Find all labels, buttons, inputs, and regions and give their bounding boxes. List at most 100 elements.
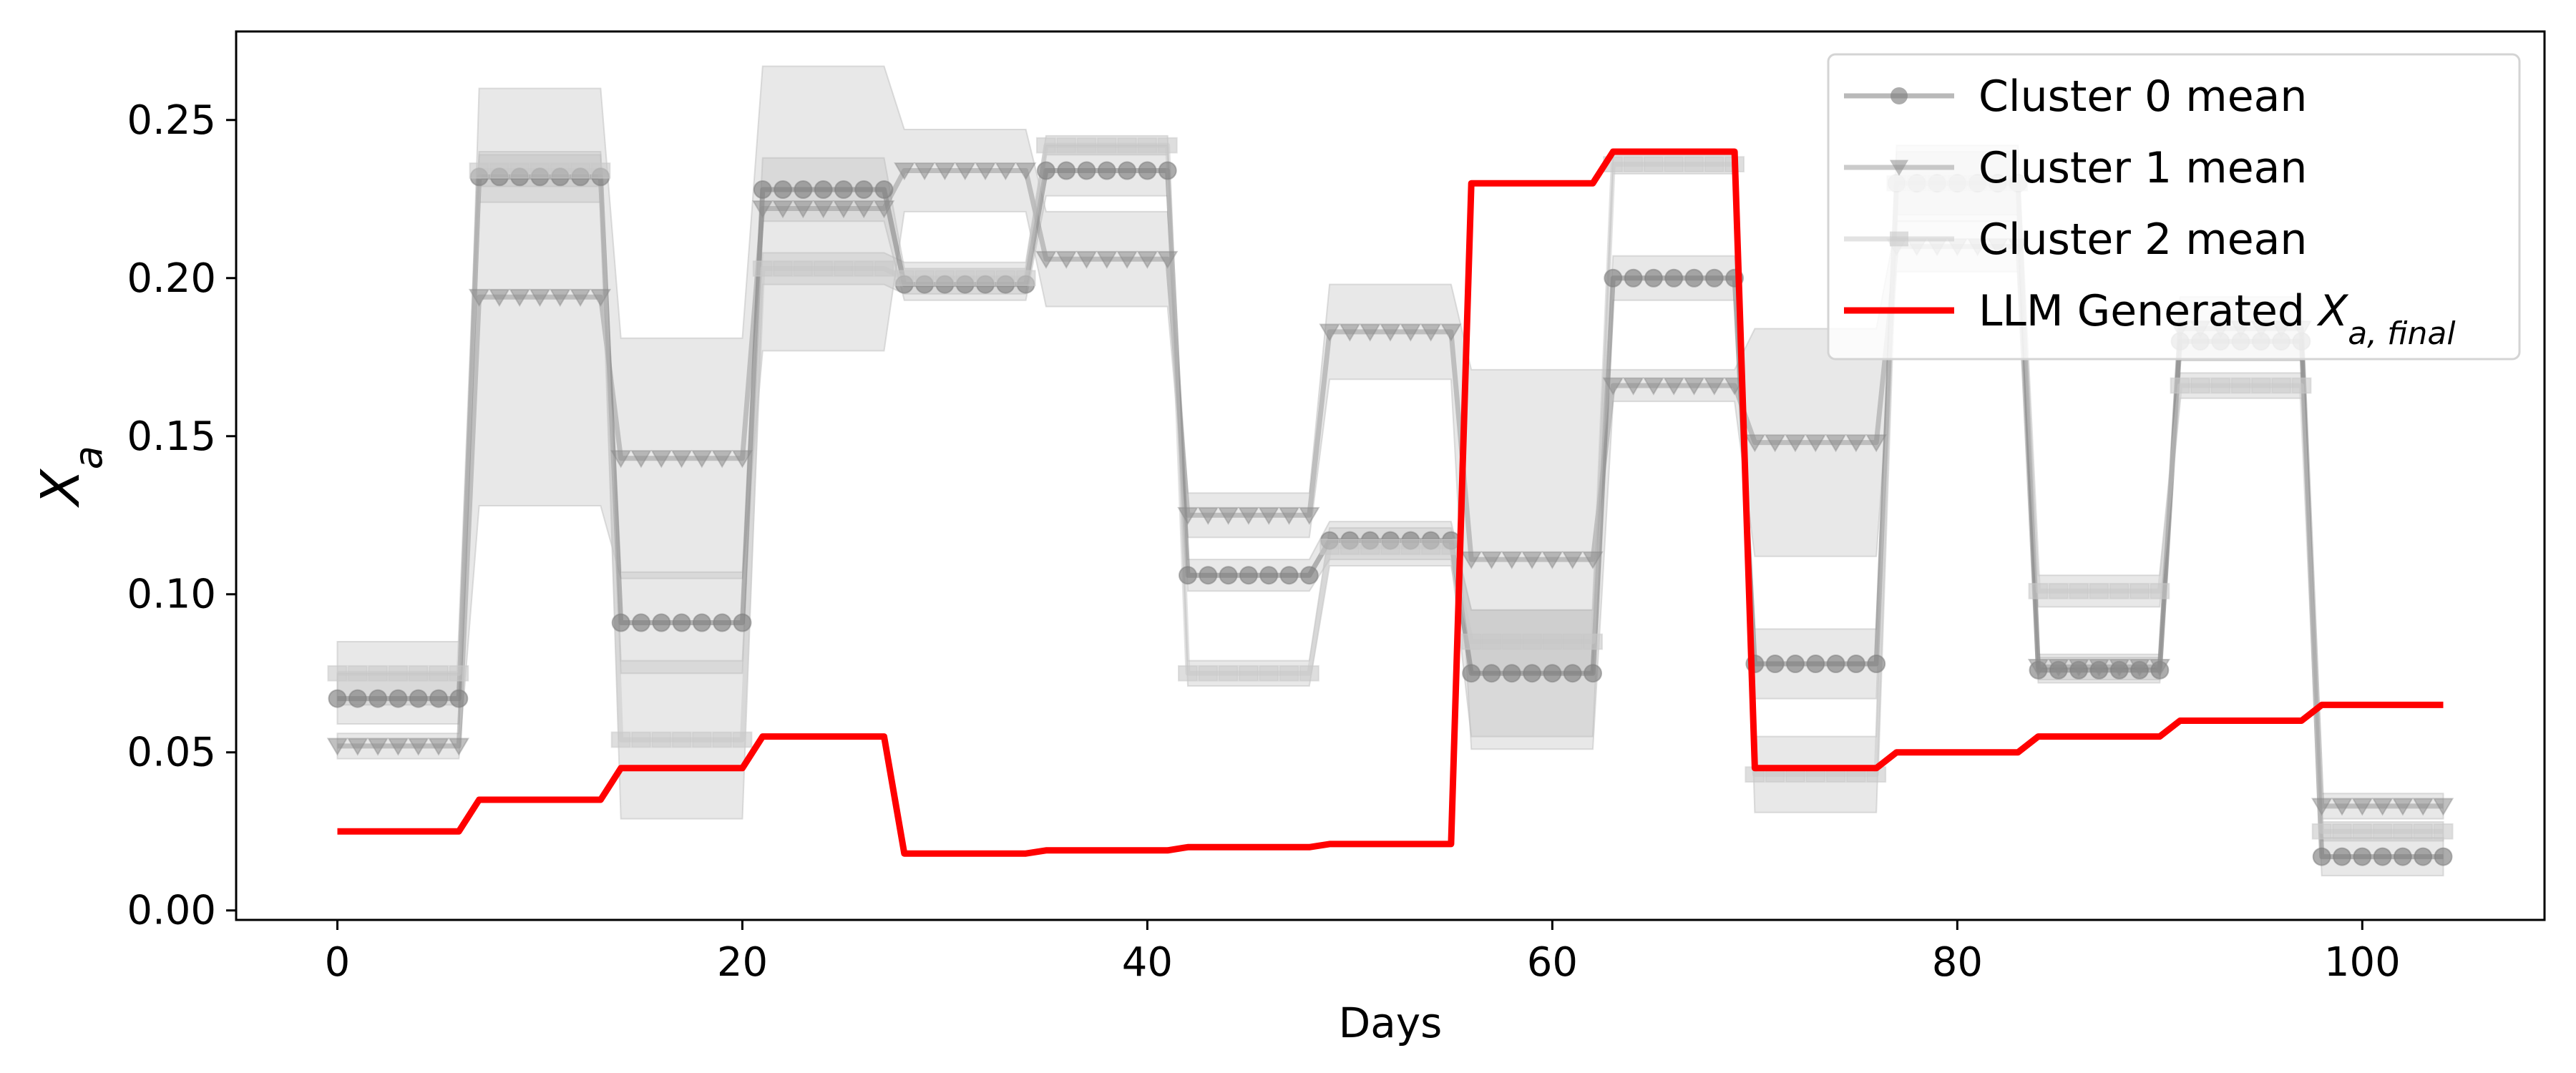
y-tick-label-0.1: 0.10 [127,572,216,618]
series-2-point-32 [975,270,996,287]
series-1-point-104 [2432,798,2454,816]
series-0-point-74 [1826,655,1845,673]
y-axis-ticks: 0.00 0.05 0.10 0.15 0.20 0.25 [127,97,236,934]
series-0-point-36 [1057,161,1076,180]
series-1-point-6 [448,738,470,756]
series-1-point-84 [2027,659,2049,677]
series-2-point-27 [874,260,894,277]
series-1-point-58 [1501,551,1523,569]
series-0-point-100 [2353,847,2372,866]
series-1-point-89 [2129,659,2150,677]
y-tick-label-0.05: 0.05 [127,730,216,776]
series-0-point-4 [409,689,428,708]
series-1-point-19 [711,450,733,469]
series-2-point-57 [1481,633,1502,650]
series-2-point-87 [2089,582,2109,599]
series-2-point-67 [1684,156,1704,173]
legend-item-1: Cluster 1 mean [1844,143,2307,193]
series-0-point-23 [794,180,813,199]
series-1-point-54 [1420,323,1442,342]
series-1-point-22 [772,200,794,219]
series-2-point-88 [2109,582,2129,599]
series-2-point-23 [793,260,814,277]
series-2-point-85 [2048,582,2069,599]
series-2-point-25 [833,260,854,277]
series-2-point-60 [1542,633,1563,650]
legend-marker-0 [1890,87,1908,104]
series-0-point-14 [611,613,630,632]
series-2-point-18 [691,731,712,748]
legend-label-3-var: X [2316,286,2349,336]
series-2-point-20 [732,731,753,748]
x-axis-label: Days [1339,999,1443,1047]
series-1-point-1 [347,738,369,756]
series-0-point-26 [854,180,874,199]
band-series-2 [336,134,2444,842]
series-0-point-64 [1624,268,1643,288]
series-1-point-30 [934,162,956,181]
series-1-point-29 [914,162,935,181]
series-0-point-19 [713,613,732,632]
series-2-point-13 [590,162,611,179]
series-1-point-24 [812,200,834,219]
series-0-point-44 [1219,566,1238,585]
series-1-point-61 [1561,551,1584,569]
series-2-point-22 [773,260,794,277]
series-2-point-62 [1582,633,1603,650]
series-0-point-20 [733,613,752,632]
series-2-point-47 [1279,665,1299,682]
series-1-point-73 [1805,434,1827,453]
series-0-point-57 [1482,664,1501,683]
series-0-point-73 [1806,655,1825,673]
series-0-point-18 [692,613,711,632]
series-1-point-12 [570,288,591,307]
series-2-point-95 [2250,377,2271,394]
series-0-point-46 [1259,566,1279,585]
plot-frame [235,30,2546,921]
series-0-point-67 [1684,268,1704,288]
series-2-point-51 [1360,539,1380,555]
series-1-point-65 [1643,377,1664,396]
series-0-point-98 [2312,847,2331,866]
y-axis-label: Xa [30,446,111,509]
series-0-point-24 [814,180,833,199]
series-1-point-15 [630,450,652,469]
series-2-point-33 [995,270,1016,287]
series-1-point-40 [1136,250,1158,269]
series-0-point-5 [429,689,448,708]
series-0-point-38 [1097,161,1116,180]
series-2-point-38 [1096,137,1117,154]
series-0-point-25 [834,180,853,199]
legend-label-0: Cluster 0 mean [1979,72,2307,122]
series-2-point-42 [1178,665,1199,682]
legend-label-3-main: LLM Generated [1979,286,2318,336]
series-1-point-31 [954,162,976,181]
series-1-point-56 [1460,551,1482,569]
series-1-point-36 [1055,250,1077,269]
series-1-point-90 [2149,659,2171,677]
x-tick-label-0: 0 [325,939,351,986]
series-2-point-21 [752,260,773,277]
series-2-point-26 [854,260,874,277]
series-0-point-47 [1279,566,1299,585]
series-2-point-19 [712,731,733,748]
series-1-point-20 [731,450,753,469]
series-2-point-97 [2291,377,2312,394]
legend-label-2: Cluster 2 mean [1979,215,2307,265]
series-2-point-4 [408,665,429,682]
series-1-point-99 [2331,798,2353,816]
series-2-point-96 [2271,377,2292,394]
series-2-point-94 [2230,377,2251,394]
series-2-point-37 [1076,137,1097,154]
series-2-point-43 [1198,665,1219,682]
series-0-point-72 [1786,655,1805,673]
series-0-point-103 [2414,847,2433,866]
series-1-point-17 [670,450,693,469]
series-2-point-11 [550,162,570,179]
series-0-point-68 [1704,268,1724,288]
series-1-point-26 [853,200,874,219]
series-1-point-46 [1258,506,1279,525]
series-0-point-15 [632,613,650,632]
series-2-point-99 [2332,823,2353,840]
series-2-point-5 [428,665,449,682]
